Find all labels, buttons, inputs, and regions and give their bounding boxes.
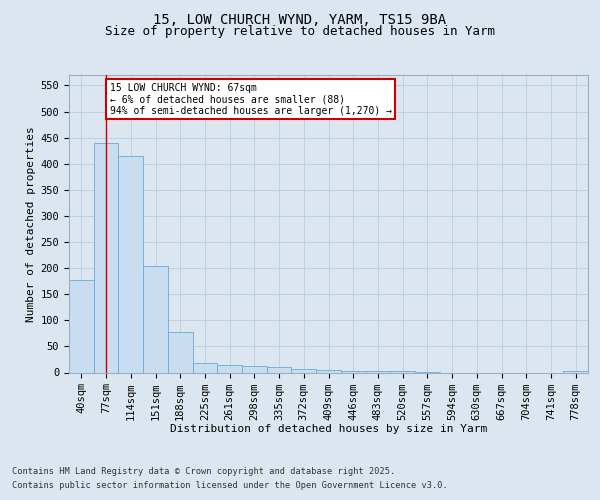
Text: Size of property relative to detached houses in Yarm: Size of property relative to detached ho… — [105, 25, 495, 38]
Text: 15, LOW CHURCH WYND, YARM, TS15 9BA: 15, LOW CHURCH WYND, YARM, TS15 9BA — [154, 12, 446, 26]
X-axis label: Distribution of detached houses by size in Yarm: Distribution of detached houses by size … — [170, 424, 487, 434]
Bar — [217, 364, 242, 372]
Text: Contains HM Land Registry data © Crown copyright and database right 2025.: Contains HM Land Registry data © Crown c… — [12, 467, 395, 476]
Bar — [94, 143, 118, 372]
Text: 15 LOW CHURCH WYND: 67sqm
← 6% of detached houses are smaller (88)
94% of semi-d: 15 LOW CHURCH WYND: 67sqm ← 6% of detach… — [110, 83, 392, 116]
Bar — [143, 266, 168, 372]
Bar — [69, 280, 94, 372]
Bar — [267, 368, 292, 372]
Text: Contains public sector information licensed under the Open Government Licence v3: Contains public sector information licen… — [12, 481, 448, 490]
Bar — [193, 363, 217, 372]
Bar — [118, 156, 143, 372]
Bar — [563, 371, 588, 372]
Bar — [316, 370, 341, 372]
Bar — [292, 370, 316, 372]
Bar — [168, 332, 193, 372]
Y-axis label: Number of detached properties: Number of detached properties — [26, 126, 37, 322]
Bar — [242, 366, 267, 372]
